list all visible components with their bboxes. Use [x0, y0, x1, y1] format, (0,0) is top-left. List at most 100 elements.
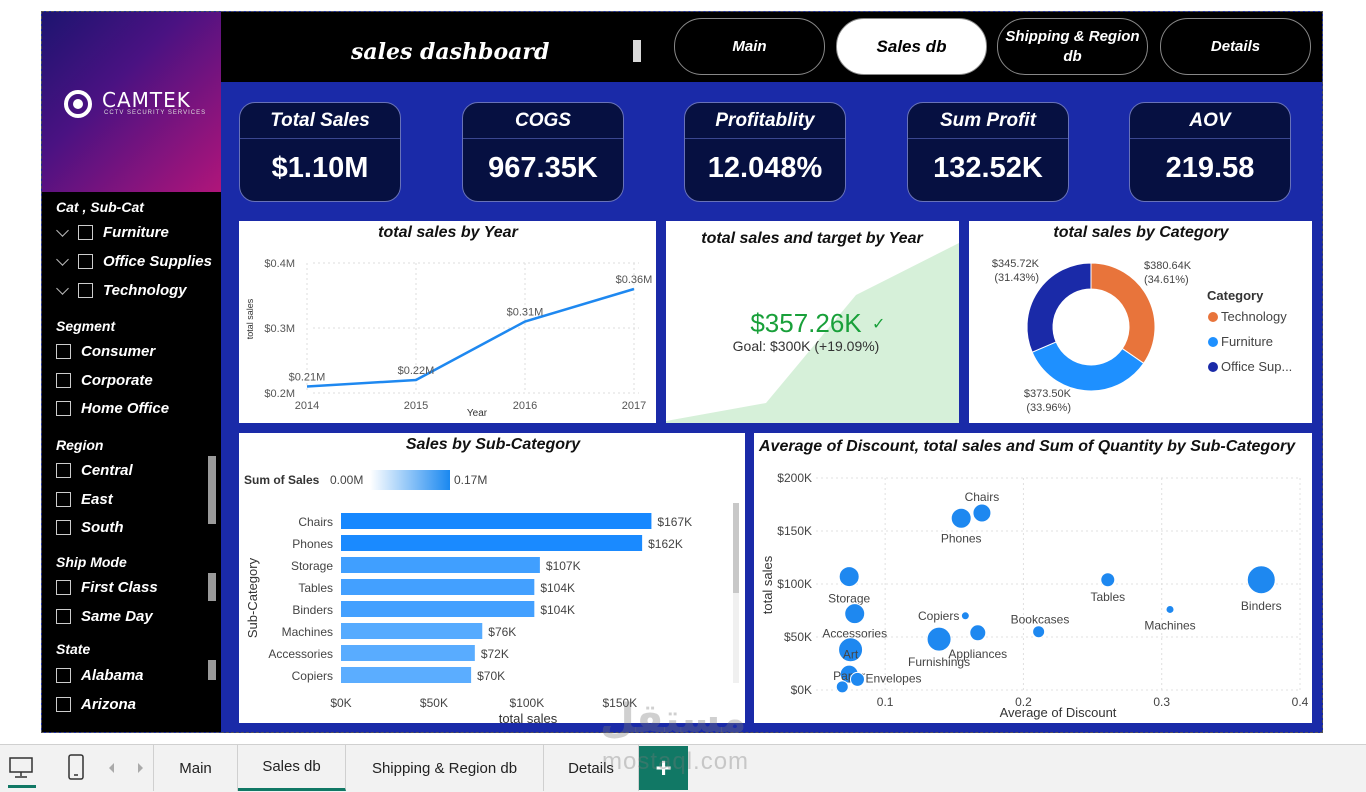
- point-label: Accessories: [822, 627, 887, 641]
- shipmode-scrollbar[interactable]: [208, 573, 216, 601]
- filter-item-office-supplies[interactable]: Office Supplies: [56, 249, 212, 273]
- legend-min: 0.00M: [330, 473, 363, 487]
- kpi-aov: AOV 219.58: [1129, 102, 1291, 202]
- tab-details[interactable]: Details: [544, 745, 639, 791]
- region-scrollbar[interactable]: [208, 456, 216, 524]
- donut-slice: [1026, 262, 1092, 353]
- x-tick-label: 0.3: [1153, 695, 1170, 709]
- chevron-left-icon[interactable]: [106, 761, 118, 775]
- point-label: Bookcases: [1011, 613, 1070, 627]
- checkbox[interactable]: [56, 667, 71, 683]
- panel-title: total sales by Year: [378, 224, 518, 241]
- checkbox[interactable]: [56, 579, 71, 595]
- point-label: Chairs: [965, 490, 1000, 504]
- brand-logo: CAMTEK CCTV SECURITY SERVICES: [42, 12, 221, 192]
- tab-shipping-region-db[interactable]: Shipping & Region db: [346, 745, 544, 791]
- filter-title-cat: Cat , Sub-Cat: [56, 199, 144, 215]
- header-bar: sales dashboard Main Sales db Shipping &…: [221, 12, 1322, 82]
- slice-value-label: $380.64K: [1144, 260, 1192, 272]
- desktop-view-indicator: [8, 785, 36, 788]
- legend-marker: [1208, 337, 1218, 347]
- donut-chart-panel[interactable]: total sales by Category $380.64K (34.61%) $…: [969, 221, 1312, 423]
- x-tick-label: 2016: [513, 400, 537, 412]
- bar-value-label: $104K: [540, 581, 575, 595]
- legend-title: Sum of Sales: [244, 473, 320, 487]
- filter-item-south[interactable]: South: [56, 515, 124, 539]
- checkbox[interactable]: [56, 372, 71, 388]
- camtek-logo-icon: [64, 90, 92, 118]
- chevron-down-icon[interactable]: [56, 283, 70, 297]
- filter-item-corporate[interactable]: Corporate: [56, 368, 153, 392]
- nav-button-main[interactable]: Main: [674, 18, 825, 75]
- filter-item-technology[interactable]: Technology: [56, 278, 187, 302]
- filter-item-arizona[interactable]: Arizona: [56, 692, 136, 716]
- chevron-down-icon[interactable]: [56, 225, 70, 239]
- scatter-point: [835, 680, 849, 694]
- checkbox[interactable]: [56, 491, 71, 507]
- nav-button-shipping-region-db[interactable]: Shipping & Region db: [997, 18, 1148, 75]
- filter-title-segment: Segment: [56, 318, 116, 334]
- filter-item-consumer[interactable]: Consumer: [56, 339, 155, 363]
- filter-item-same-day[interactable]: Same Day: [56, 604, 153, 628]
- slice-pct-label: (33.96%): [1026, 402, 1071, 414]
- bar: [341, 667, 472, 683]
- scroll-thumb: [733, 503, 739, 593]
- chevron-right-icon[interactable]: [134, 761, 146, 775]
- y-tick-label: $0.2M: [264, 388, 295, 400]
- kpi-label: COGS: [463, 103, 623, 139]
- page-tab-bar: Main Sales db Shipping & Region db Detai…: [0, 744, 1366, 792]
- x-tick-label: 2015: [404, 400, 428, 412]
- point-label: Tables: [1090, 590, 1125, 604]
- target-value: $357.26K: [750, 308, 862, 338]
- legend-marker: [1208, 312, 1218, 322]
- filter-item-alabama[interactable]: Alabama: [56, 663, 144, 687]
- checkbox[interactable]: [78, 224, 93, 240]
- desktop-view-icon[interactable]: [8, 755, 34, 781]
- donut-slice: [1031, 341, 1145, 392]
- bar-chart: Sales by Sub-Category Sum of Sales 0.00M 0.…: [244, 436, 739, 723]
- y-axis-label: total sales: [245, 298, 255, 339]
- point-label: Phones: [941, 531, 982, 545]
- watermark-url: mostaql.com: [602, 748, 750, 775]
- checkbox[interactable]: [56, 608, 71, 624]
- point-label: Binders: [1241, 599, 1282, 613]
- checkbox[interactable]: [78, 282, 93, 298]
- filter-item-home-office[interactable]: Home Office: [56, 396, 169, 420]
- scatter-chart-panel[interactable]: Average of Discount, total sales and Sum…: [754, 433, 1312, 723]
- tab-sales-db[interactable]: Sales db: [238, 745, 346, 791]
- target-card: total sales and target by Year $357.26K …: [666, 230, 959, 423]
- mobile-view-icon[interactable]: [64, 753, 88, 783]
- chevron-down-icon[interactable]: [56, 254, 70, 268]
- checkbox[interactable]: [78, 253, 93, 269]
- x-tick-label: $50K: [420, 696, 448, 710]
- legend-max: 0.17M: [454, 473, 487, 487]
- nav-button-sales-db[interactable]: Sales db: [836, 18, 987, 75]
- nav-button-details[interactable]: Details: [1160, 18, 1311, 75]
- checkbox[interactable]: [56, 696, 71, 712]
- point-label: Appliances: [948, 647, 1007, 661]
- data-label: $0.21M: [289, 372, 326, 384]
- y-tick-label: $100K: [777, 577, 812, 591]
- filter-item-furniture[interactable]: Furniture: [56, 220, 169, 244]
- bar-chart-panel[interactable]: Sales by Sub-Category Sum of Sales 0.00M 0.…: [239, 433, 745, 723]
- state-scrollbar[interactable]: [208, 660, 216, 680]
- scatter-point: [838, 637, 864, 663]
- kpi-label: AOV: [1130, 103, 1290, 139]
- tab-main[interactable]: Main: [154, 745, 238, 791]
- checkbox[interactable]: [56, 462, 71, 478]
- kpi-value: 219.58: [1165, 151, 1255, 184]
- target-card-panel[interactable]: total sales and target by Year $357.26K …: [666, 221, 959, 423]
- scatter-point: [1100, 572, 1116, 588]
- bar-value-label: $70K: [477, 669, 505, 683]
- filter-item-east[interactable]: East: [56, 487, 113, 511]
- add-page-button[interactable]: +: [639, 746, 688, 790]
- sales-line: [306, 287, 635, 388]
- checkbox[interactable]: [56, 400, 71, 416]
- y-tick-label: $50K: [784, 630, 812, 644]
- filter-item-central[interactable]: Central: [56, 458, 133, 482]
- checkbox[interactable]: [56, 519, 71, 535]
- filter-item-first-class[interactable]: First Class: [56, 575, 158, 599]
- line-chart-panel[interactable]: total sales by Year $0.2M $0.3M $0.4M 2014 20…: [239, 221, 656, 423]
- category-label: Binders: [292, 603, 333, 617]
- checkbox[interactable]: [56, 343, 71, 359]
